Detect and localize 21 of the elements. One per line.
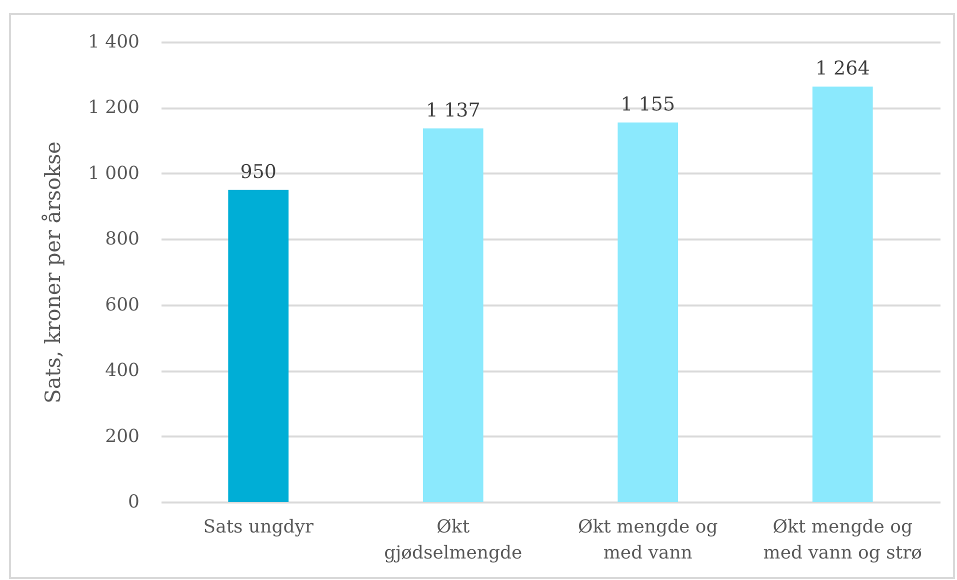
y-tick-label: 1 000 <box>88 162 140 184</box>
y-tick-label: 800 <box>105 228 140 250</box>
data-label: 950 <box>240 160 277 183</box>
x-tick-label: Økt mengde og med vann og strø <box>763 516 922 564</box>
y-tick-label: 1 200 <box>88 97 140 118</box>
y-tick-label: 1 400 <box>88 32 140 52</box>
y-tick-label: 200 <box>105 426 140 447</box>
x-tick-label: Økt gjødselmengde <box>384 516 522 564</box>
bar <box>228 190 289 502</box>
data-label: 1 137 <box>426 99 480 122</box>
y-tick-label: 0 <box>128 492 140 512</box>
bar <box>812 86 873 502</box>
y-axis-title: Sats, kroner per årsokse <box>40 141 65 404</box>
bar <box>422 128 484 502</box>
data-label: 1 155 <box>620 94 676 116</box>
data-label: 1 264 <box>815 58 870 80</box>
x-tick-label: Økt mengde og med vann <box>578 516 718 564</box>
x-tick-label: Sats ungdyr <box>203 516 314 538</box>
y-tick-label: 400 <box>105 360 140 382</box>
bar <box>618 122 678 502</box>
y-tick-label: 600 <box>105 294 140 316</box>
